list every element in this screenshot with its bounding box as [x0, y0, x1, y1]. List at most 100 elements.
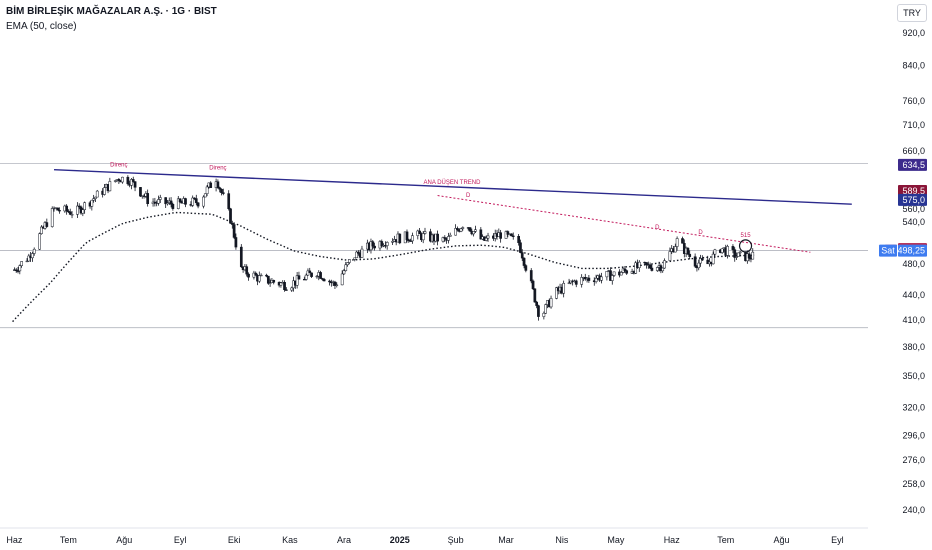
candle-body: [18, 265, 22, 272]
candle-body: [574, 280, 578, 285]
candle-body: [297, 275, 301, 280]
candle-body: [169, 200, 173, 205]
candle-body: [371, 241, 375, 247]
candle-body: [731, 246, 735, 250]
candle-body: [209, 182, 213, 188]
candle-body: [441, 237, 445, 242]
candle-body: [699, 258, 702, 264]
indicator-legend[interactable]: EMA (50, close): [6, 21, 77, 32]
candle-body: [308, 270, 312, 274]
annotation-label: D: [655, 225, 660, 231]
candle-body: [648, 264, 652, 269]
currency-button[interactable]: TRY: [897, 4, 927, 22]
candle-body: [409, 240, 412, 242]
candle-body: [68, 211, 72, 215]
candle-body: [650, 267, 654, 271]
candle-body: [315, 275, 319, 278]
candle-body: [668, 251, 672, 261]
candle-body: [637, 261, 641, 268]
price-tag-prefix-text: Sat: [881, 246, 895, 256]
x-tick-label: Eyl: [831, 535, 844, 545]
candle-body: [693, 256, 697, 267]
price-tag-prefix: [879, 244, 897, 257]
candle-body: [81, 209, 85, 214]
candle-body: [166, 202, 169, 205]
candle-body: [567, 282, 571, 284]
candle-body: [612, 271, 616, 276]
x-tick-label: Ara: [337, 535, 351, 545]
candle-body: [733, 249, 737, 258]
x-tick-label: Eyl: [174, 535, 187, 545]
x-tick-label: Tem: [717, 535, 734, 545]
candle-body: [423, 231, 427, 234]
candle-body: [117, 179, 121, 181]
dashed-trend-line: [437, 195, 811, 253]
candle-body: [230, 223, 234, 225]
candle-body: [77, 205, 81, 208]
y-tick-label: 276,0: [902, 455, 925, 465]
candle-body: [108, 181, 112, 192]
candle-body: [447, 236, 450, 241]
candle-body: [456, 228, 459, 231]
candle-body: [247, 273, 250, 278]
candle-body: [720, 248, 724, 253]
candle-body: [45, 222, 49, 227]
candle-body: [736, 252, 740, 257]
y-tick-label: 920,0: [902, 28, 925, 38]
candle-body: [580, 277, 584, 285]
candle-body: [605, 271, 609, 278]
x-tick-label: Tem: [60, 535, 77, 545]
y-tick-label: 760,0: [902, 96, 925, 106]
candle-body: [164, 197, 168, 205]
candle-body: [227, 193, 231, 209]
candle-body: [20, 261, 23, 266]
candle-body: [171, 204, 175, 209]
candle-body: [92, 198, 95, 201]
candle-body: [673, 246, 677, 253]
candle-body: [506, 231, 510, 235]
candle-body: [94, 196, 97, 199]
candle-body: [486, 235, 490, 239]
candle-body: [65, 205, 68, 212]
candle-body: [747, 253, 751, 259]
candle-body: [398, 233, 402, 244]
candle-body: [259, 274, 263, 277]
x-tick-label: Mar: [498, 535, 514, 545]
candle-body: [524, 265, 528, 271]
annotation-label: ANA DÜŞEN TREND: [424, 179, 482, 186]
symbol-title[interactable]: BİM BİRLEŞİK MAĞAZALAR A.Ş. · 1G · BIST: [6, 6, 217, 17]
candle-body: [14, 269, 18, 272]
candle-body: [266, 275, 270, 284]
candle-body: [461, 227, 465, 229]
candle-body: [686, 247, 690, 255]
candle-body: [205, 186, 209, 194]
price-tag: [898, 158, 927, 171]
x-tick-label: 2025: [390, 535, 410, 545]
candle-body: [542, 312, 546, 317]
candle-body: [342, 270, 346, 275]
candle-body: [448, 234, 452, 237]
x-tick-label: Haz: [664, 535, 681, 545]
candle-body: [218, 187, 222, 190]
candle-body: [346, 262, 349, 266]
y-tick-label: 840,0: [902, 60, 925, 70]
candle-body: [139, 187, 142, 197]
candle-body: [373, 245, 376, 249]
candle-body: [751, 251, 755, 260]
candle-body: [443, 237, 447, 239]
candle-body: [272, 280, 276, 283]
candle-body: [537, 305, 540, 317]
candle-body: [713, 249, 717, 255]
candle-body: [333, 281, 337, 286]
candle-body: [531, 280, 535, 290]
y-tick-label: 380,0: [902, 342, 925, 352]
candle-body: [38, 233, 41, 250]
candle-body: [510, 233, 513, 237]
x-tick-label: Nis: [555, 535, 568, 545]
candle-body: [95, 190, 99, 198]
annotation-label: D: [698, 230, 703, 236]
candle-body: [688, 253, 692, 257]
candle-body: [380, 241, 384, 247]
candle-body: [697, 262, 701, 269]
